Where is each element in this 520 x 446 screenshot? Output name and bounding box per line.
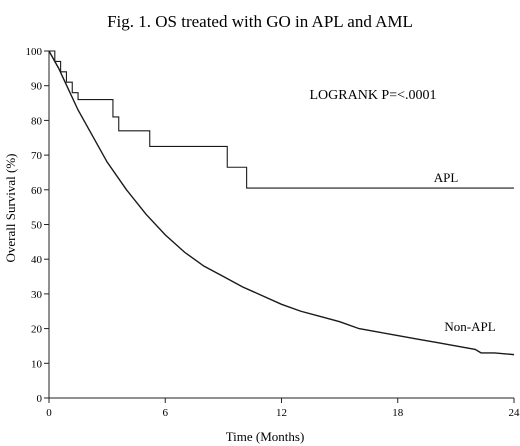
- y-tick-label: 90: [31, 81, 43, 93]
- x-tick-label: 24: [509, 407, 520, 419]
- series-label-non-apl: Non-APL: [444, 319, 495, 334]
- series-group: [48, 50, 515, 356]
- y-tick-label: 10: [31, 358, 43, 370]
- y-tick-label: 40: [31, 254, 43, 266]
- x-tick-label: 12: [276, 407, 287, 419]
- x-tick-label: 6: [163, 407, 169, 419]
- x-ticks: 0 6 12 18 24: [46, 398, 520, 419]
- x-tick-label: 18: [392, 407, 404, 419]
- y-tick-label: 60: [31, 185, 43, 197]
- y-tick-label: 70: [31, 150, 43, 162]
- logrank-annotation: LOGRANK P=<.0001: [309, 88, 436, 103]
- series-line-non-apl: [48, 50, 515, 356]
- axes: [48, 51, 514, 399]
- y-tick-label: 30: [31, 289, 43, 301]
- y-tick-label: 50: [31, 220, 43, 232]
- x-tick-label: 0: [46, 407, 52, 419]
- chart-title: Fig. 1. OS treated with GO in APL and AM…: [107, 12, 413, 31]
- series-line-apl: [49, 50, 514, 189]
- y-tick-label: 0: [37, 393, 43, 405]
- x-axis-label: Time (Months): [226, 429, 305, 444]
- y-tick-label: 80: [31, 115, 43, 127]
- series-label-apl: APL: [434, 170, 459, 185]
- y-tick-label: 20: [31, 324, 43, 336]
- y-tick-label: 100: [26, 46, 43, 58]
- y-axis-label: Overall Survival (%): [3, 153, 18, 262]
- y-ticks: 0 10 20 30 40 50 60 70 80 90 100: [26, 46, 49, 405]
